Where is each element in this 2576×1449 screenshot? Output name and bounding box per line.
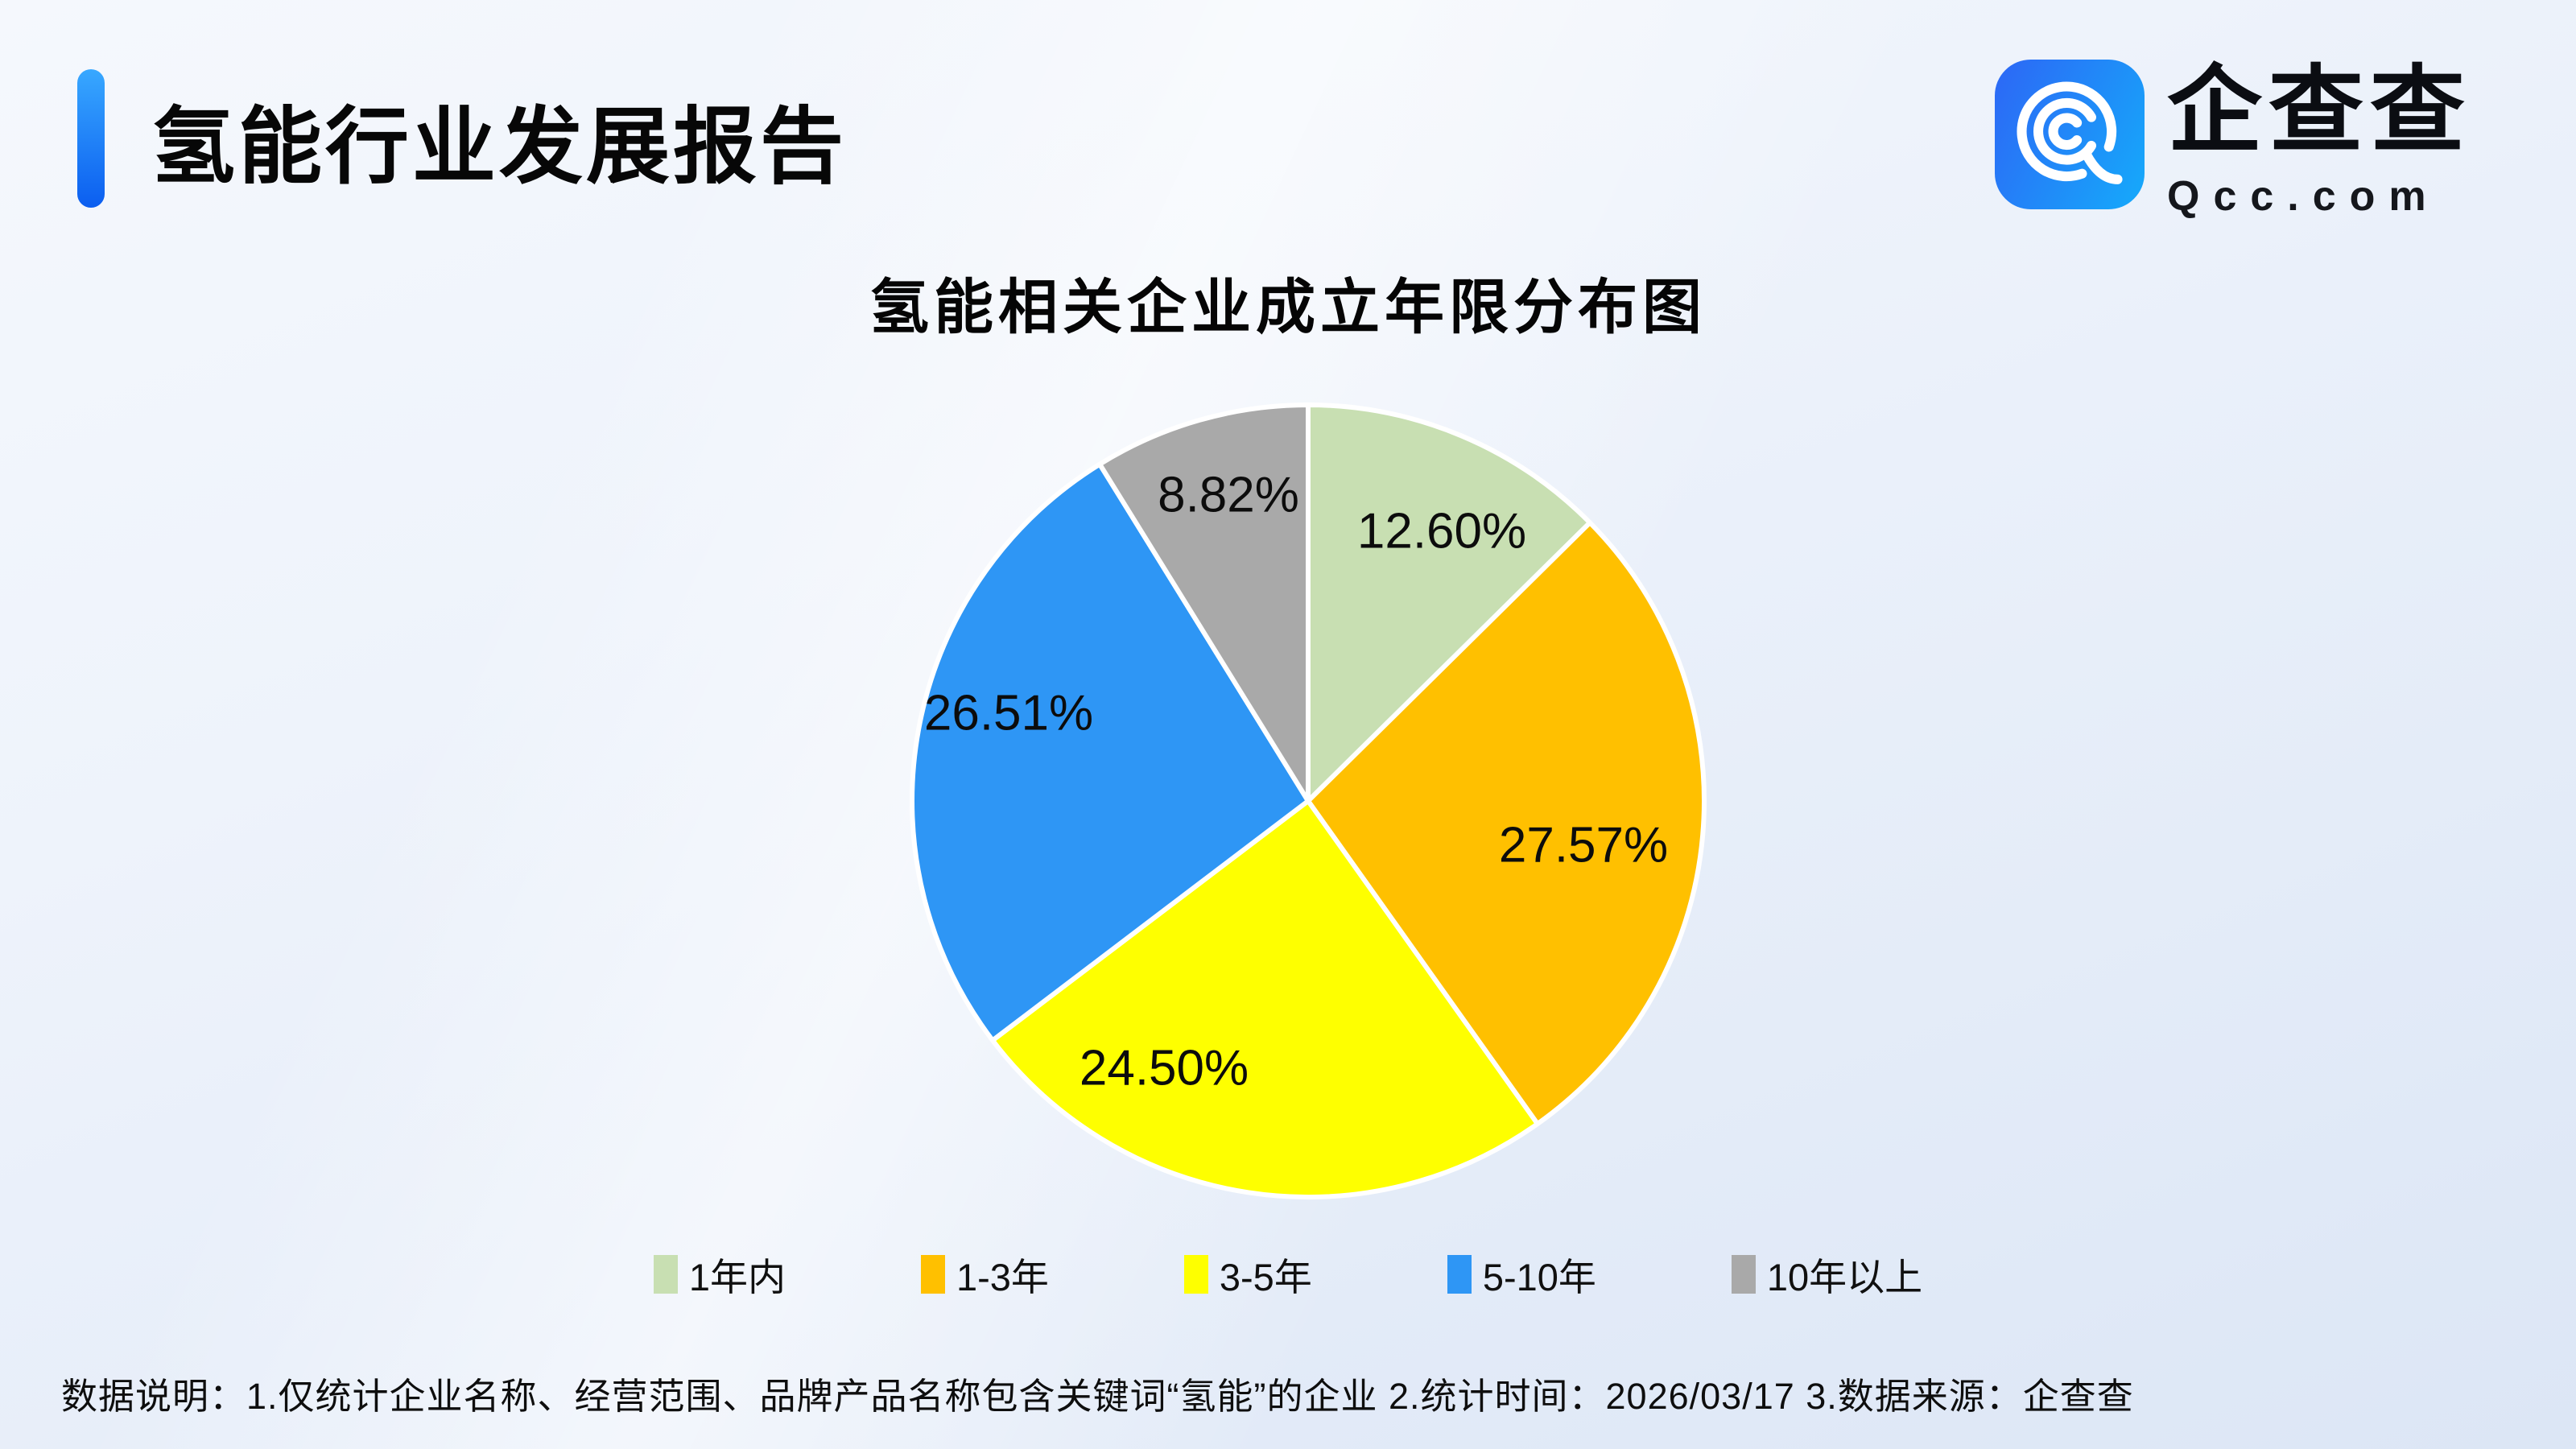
- pie-slice-10年以上: [1097, 402, 1311, 803]
- legend-label: 3-5年: [1219, 1256, 1312, 1298]
- logo-domain: Qcc.com: [2167, 172, 2440, 220]
- legend-label: 5-10年: [1482, 1256, 1596, 1298]
- legend-item-5-10年: 5-10年: [1447, 1246, 1596, 1302]
- legend-marker: [1731, 1254, 1756, 1294]
- legend-label: 1-3年: [956, 1256, 1049, 1298]
- pie-chart: 12.60% 27.57% 24.50% 26.51% 8.82%: [865, 358, 1751, 1244]
- legend-marker: [920, 1254, 945, 1294]
- legend-item-1年内: 1年内: [653, 1246, 786, 1302]
- pie-slice-3-5年: [990, 799, 1540, 1199]
- pie-slice-1-3年: [1306, 520, 1707, 1127]
- qcc-magnifier-icon: [1995, 60, 2145, 209]
- pie-slice-5-10年: [910, 461, 1311, 1043]
- legend-item-1-3年: 1-3年: [920, 1246, 1049, 1302]
- legend-marker: [1183, 1254, 1208, 1294]
- legend-label: 1年内: [688, 1256, 786, 1298]
- chart-title: 氢能相关企业成立年限分布图: [869, 274, 1707, 341]
- legend-marker: [653, 1254, 678, 1294]
- title-accent-bar: [77, 69, 105, 208]
- pie-label-1年内: 12.60%: [1356, 503, 1527, 559]
- legend-item-3-5年: 3-5年: [1183, 1246, 1312, 1302]
- legend-marker: [1447, 1254, 1472, 1294]
- pie-label-10年以上: 8.82%: [1158, 467, 1299, 523]
- page-title: 氢能行业发展报告: [151, 100, 848, 194]
- pie-label-1-3年: 27.57%: [1498, 817, 1669, 873]
- pie-label-3-5年: 24.50%: [1079, 1040, 1249, 1096]
- legend-label: 10年以上: [1766, 1256, 1923, 1298]
- legend-item-10年以上: 10年以上: [1731, 1246, 1923, 1302]
- qcc-logo: 企查查 Qcc.com: [1995, 58, 2472, 221]
- chart-legend: 1年内 1-3年 3-5年 5-10年 10年以上: [0, 1246, 2576, 1302]
- pie-slice-1年内: [1306, 402, 1593, 803]
- data-note: 数据说明：1.仅统计企业名称、经营范围、品牌产品名称包含关键词“氢能”的企业 2…: [61, 1376, 2134, 1417]
- pie-svg: [910, 402, 1707, 1199]
- logo-text: 企查查 Qcc.com: [2167, 58, 2472, 221]
- pie-label-5-10年: 26.51%: [923, 685, 1094, 741]
- logo-brand-name: 企查查: [2167, 58, 2472, 164]
